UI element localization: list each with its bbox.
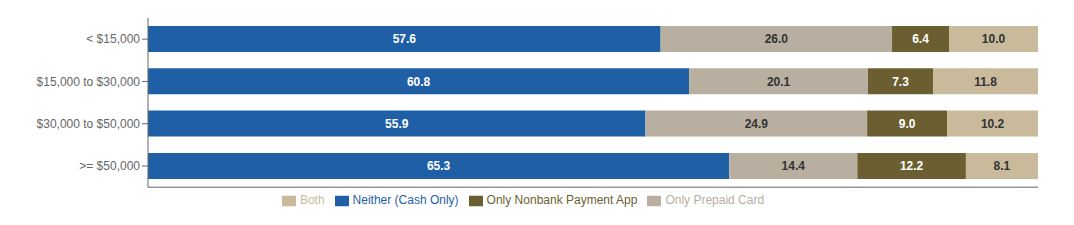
svg-text:< $15,000: < $15,000 [86,32,140,46]
html-text:Only Prepaid Card: Only Prepaid Card [665,193,765,208]
html-text:Both: Both [299,193,325,208]
html-text:Only Nonbank Payment App: Only Nonbank Payment App [486,193,638,208]
svg-text:>= $50,000: >= $50,000 [79,159,140,173]
svg-text:60.8: 60.8 [407,75,431,89]
svg-text:9.0: 9.0 [899,117,916,131]
html-text:Neither (Cash Only): Neither (Cash Only) [352,193,459,208]
svg-text:6.4: 6.4 [912,32,929,46]
svg-text:$15,000 to $30,000: $15,000 to $30,000 [37,75,141,89]
svg-text:14.4: 14.4 [782,159,806,173]
svg-text:20.1: 20.1 [767,75,791,89]
svg-text:7.3: 7.3 [892,75,909,89]
svg-text:24.9: 24.9 [745,117,769,131]
svg-text:55.9: 55.9 [385,117,409,131]
svg-text:65.3: 65.3 [427,159,451,173]
svg-text:$30,000 to $50,000: $30,000 to $50,000 [37,117,141,131]
svg-text:26.0: 26.0 [765,32,789,46]
svg-text:12.2: 12.2 [900,159,924,173]
svg-text:10.0: 10.0 [982,32,1006,46]
svg-text:11.8: 11.8 [974,75,997,89]
svg-text:10.2: 10.2 [981,117,1005,131]
svg-text:8.1: 8.1 [994,159,1011,173]
svg-text:57.6: 57.6 [393,32,417,46]
